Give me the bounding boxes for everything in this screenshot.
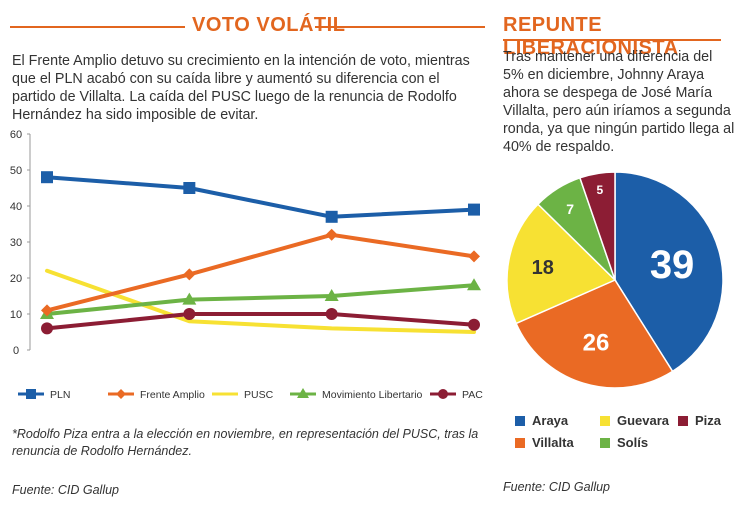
legend-item-frente-amplio: Frente Amplio xyxy=(108,389,205,401)
data-point xyxy=(183,268,196,281)
y-tick-label: 60 xyxy=(10,129,22,141)
pie-label-solis: 7 xyxy=(566,201,574,217)
pie-legend-item-piza: Piza xyxy=(678,413,721,428)
legend-item-movimiento-libertario: Movimiento Libertario xyxy=(290,388,423,401)
data-point xyxy=(325,228,338,241)
data-point xyxy=(468,318,480,331)
svg-text:Movimiento Libertario: Movimiento Libertario xyxy=(322,389,423,401)
svg-text:PUSC: PUSC xyxy=(244,389,274,401)
line-chart: 0 10 20 30 40 50 60 Setiembre Noviembre Diciembre… xyxy=(10,129,481,364)
svg-text:PLN: PLN xyxy=(50,389,70,401)
data-point xyxy=(41,171,53,184)
pie-label-araya: 39 xyxy=(650,243,695,287)
pie-label-villalta: 26 xyxy=(583,330,610,357)
data-point xyxy=(182,292,197,305)
pie-chart: 39 26 18 7 5 xyxy=(506,171,724,389)
y-tick-label: 10 xyxy=(10,309,22,321)
y-tick-label: 30 xyxy=(10,237,22,249)
x-tick-label: Setiembre xyxy=(24,363,72,364)
right-title-rule xyxy=(503,39,721,41)
data-point xyxy=(467,278,481,291)
x-tick-label: Enero xyxy=(448,363,476,364)
data-point xyxy=(468,203,480,216)
svg-text:PAC: PAC xyxy=(462,389,483,401)
pie-label-guevara: 18 xyxy=(532,257,554,279)
y-tick-label: 50 xyxy=(10,165,22,177)
series-line-pln xyxy=(45,175,476,219)
legend-item-pln: PLN xyxy=(18,389,70,401)
data-point xyxy=(41,322,53,335)
data-point xyxy=(41,304,53,317)
right-panel-title: REPUNTE LIBERACIONISTA xyxy=(503,14,679,59)
pie-chart-legend: Araya Guevara Piza Villalta Solís xyxy=(515,413,735,457)
data-point xyxy=(325,308,338,320)
series-line-pac xyxy=(45,312,476,331)
svg-text:Frente Amplio: Frente Amplio xyxy=(140,389,205,401)
footnote: *Rodolfo Piza entra a la elección en nov… xyxy=(12,427,479,458)
pie-slice-piza xyxy=(578,171,616,281)
data-point xyxy=(183,182,196,194)
pie-legend-item-guevara: Guevara xyxy=(600,413,669,428)
left-title-rule-left xyxy=(10,26,185,28)
pie-legend-item-araya: Araya xyxy=(515,413,568,428)
data-point xyxy=(468,250,480,263)
right-source: Fuente: CID Gallup xyxy=(503,480,610,494)
pie-slice-guevara xyxy=(506,203,617,325)
y-tick-label: 40 xyxy=(10,201,22,213)
line-chart-legend: PLN Frente Amplio PUSC Movimiento Libertari… xyxy=(0,382,490,406)
y-tick-label: 0 xyxy=(13,345,19,357)
data-point xyxy=(183,308,196,320)
y-tick-label: 20 xyxy=(10,273,22,285)
data-point xyxy=(324,289,339,301)
left-title-rule-right xyxy=(315,26,485,28)
left-intro-text: El Frente Amplio detuvo su crecimiento e… xyxy=(12,53,470,123)
right-intro-text: Tras mantener una diferencia del 5% en d… xyxy=(503,49,735,155)
series-line-pusc xyxy=(45,268,476,334)
left-panel-title: VOTO VOLÁTIL xyxy=(192,14,346,36)
pie-legend-item-solis: Solís xyxy=(600,435,648,450)
legend-item-pac: PAC xyxy=(430,389,483,401)
left-source: Fuente: CID Gallup xyxy=(12,483,119,497)
legend-item-pusc: PUSC xyxy=(212,389,274,401)
x-tick-label: Diciembre xyxy=(308,363,355,364)
series-line-frente-amplio xyxy=(45,232,476,313)
x-tick-label: Noviembre xyxy=(164,363,215,364)
data-point xyxy=(325,210,338,223)
pie-label-piza: 5 xyxy=(597,183,604,197)
pie-legend-item-villalta: Villalta xyxy=(515,435,574,450)
series-line-movimiento-libertario xyxy=(45,283,476,316)
